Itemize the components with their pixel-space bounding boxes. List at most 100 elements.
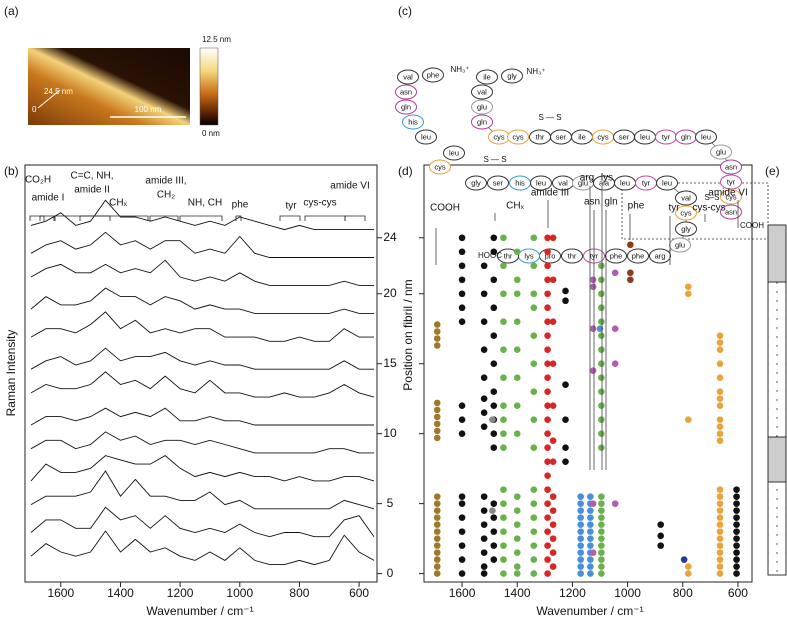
point (513, 402, 521, 409)
point (458, 304, 466, 312)
bracket (304, 215, 346, 221)
residue-label: leu (662, 178, 672, 187)
point (627, 269, 634, 277)
peptide-annotation: S–S (704, 193, 719, 202)
x-tick-label: 1200 (167, 586, 194, 600)
point (500, 556, 507, 563)
point (549, 360, 557, 368)
peak-label: COOH (430, 203, 460, 214)
residue (471, 84, 493, 100)
point (716, 521, 724, 528)
point (544, 262, 551, 270)
point (433, 420, 441, 428)
point (433, 427, 441, 435)
point (544, 318, 551, 326)
point (480, 423, 488, 430)
point (577, 542, 584, 549)
point (500, 430, 507, 437)
point (716, 437, 724, 444)
residue-label: gly (471, 178, 481, 187)
point (490, 304, 498, 312)
bracket (29, 215, 45, 221)
point (598, 304, 605, 312)
point (544, 332, 551, 340)
residue-label: ile (578, 132, 586, 141)
residue (501, 68, 523, 84)
residue-label: tyr (662, 132, 671, 141)
residue (487, 175, 509, 191)
point (433, 434, 441, 442)
x-tick-label: 800 (673, 586, 693, 600)
point (458, 416, 466, 423)
point (733, 549, 740, 556)
residue (720, 189, 742, 205)
plot-frame (24, 164, 378, 583)
residue (476, 69, 498, 85)
point (500, 444, 507, 451)
x-axis-title: Wavenumber / cm⁻¹ (536, 604, 643, 618)
point (433, 542, 441, 549)
point (530, 360, 538, 368)
point (577, 507, 584, 514)
peptide-annotation: NH₃⁺ (450, 65, 469, 74)
panel-label: (d) (398, 164, 413, 178)
point (549, 234, 557, 242)
point (544, 528, 551, 535)
point (458, 528, 466, 535)
residue-label: his (408, 117, 418, 126)
scale-label: 100 nm (135, 105, 162, 114)
point (530, 304, 538, 312)
residue (561, 248, 583, 264)
point (513, 346, 521, 354)
point (589, 325, 597, 333)
point (458, 556, 466, 563)
residue-label: glu (675, 240, 685, 249)
peak-label: CHₓ (506, 201, 524, 212)
point (562, 297, 569, 305)
point (544, 290, 551, 298)
point (657, 542, 664, 549)
bracket (344, 215, 366, 221)
point (530, 262, 538, 270)
point (500, 416, 507, 423)
point (577, 535, 584, 542)
x-tick-label: 1000 (614, 586, 641, 600)
x-tick-label: 1400 (504, 586, 531, 600)
point (716, 416, 724, 423)
point (598, 374, 605, 381)
residue-label: cys (725, 192, 737, 201)
point (530, 542, 538, 549)
point (544, 248, 551, 256)
point (433, 528, 441, 535)
residue-label: val (681, 193, 691, 202)
peak-label: amide VI (708, 188, 747, 199)
residue (627, 248, 649, 264)
point (458, 402, 466, 409)
point (530, 556, 538, 563)
point (598, 528, 605, 535)
point (598, 563, 605, 570)
point (587, 521, 594, 528)
residue-label: ile (483, 72, 491, 81)
residue-label: val (403, 72, 413, 81)
point (490, 402, 498, 409)
point (500, 234, 507, 242)
point (716, 528, 724, 535)
point (577, 493, 584, 500)
y-tick-label: 10 (383, 426, 397, 440)
point (513, 374, 521, 381)
residue (675, 221, 697, 237)
panel-label: (b) (4, 164, 19, 178)
peptide-annotation: COOH (740, 221, 764, 230)
point (589, 283, 597, 291)
point (716, 486, 724, 493)
residue-label: cys (512, 132, 524, 141)
point (433, 507, 441, 514)
peak-label: tyr (668, 203, 680, 214)
residue-label: val (477, 87, 487, 96)
point (716, 360, 724, 368)
point (530, 528, 538, 535)
point (513, 521, 521, 528)
point (458, 290, 466, 298)
point (513, 570, 521, 577)
